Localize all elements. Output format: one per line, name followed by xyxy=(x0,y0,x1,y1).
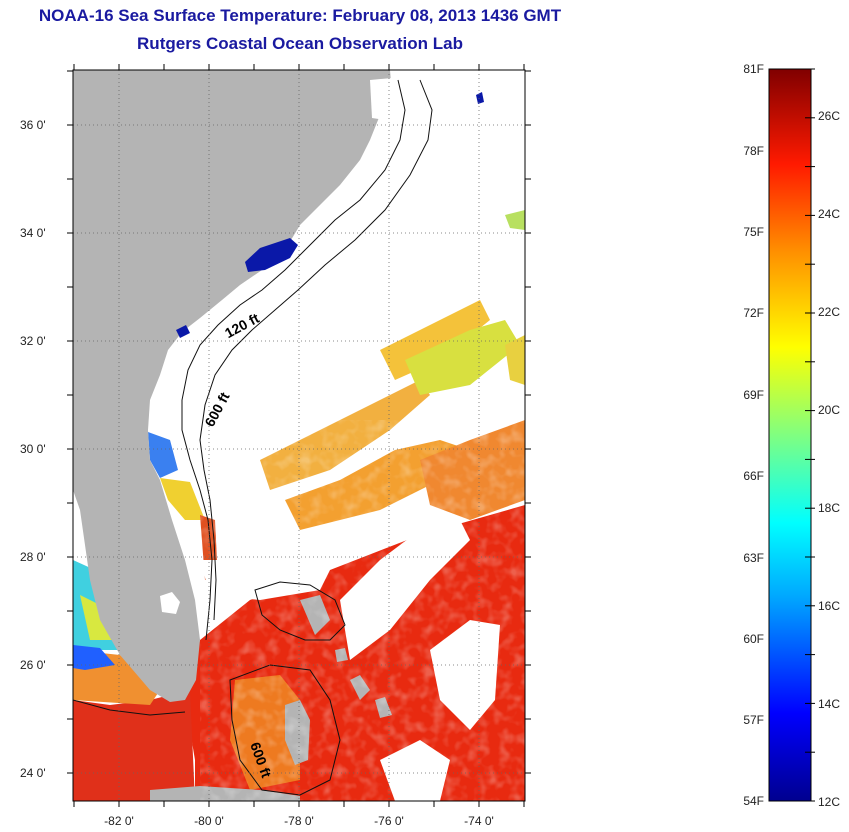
pamlico-sound xyxy=(370,78,395,120)
sst-streak-6 xyxy=(505,335,525,385)
cb-label-72f: 72F xyxy=(743,306,764,320)
lat-label-28: 28 0' xyxy=(20,550,46,564)
lat-label-30: 30 0' xyxy=(20,442,46,456)
colorbar-ticks xyxy=(805,68,815,802)
cb-label-81f: 81F xyxy=(743,62,764,76)
lon-label-74: -74 0' xyxy=(464,814,494,828)
grid-lines xyxy=(73,70,525,801)
cb-label-12c: 12C xyxy=(818,795,841,809)
colorbar xyxy=(768,68,812,802)
bay-blue-sc xyxy=(245,238,298,272)
lon-label-76: -76 0' xyxy=(374,814,404,828)
cb-label-22c: 22C xyxy=(818,305,841,319)
sst-west-florida-yellow xyxy=(80,595,112,640)
lat-label-32: 32 0' xyxy=(20,334,46,348)
cb-label-54f: 54F xyxy=(743,794,764,808)
cb-label-18c: 18C xyxy=(818,501,841,515)
noise-texture xyxy=(200,420,525,801)
bay-blue-nc xyxy=(476,92,484,104)
sst-fl-coast-blue xyxy=(148,432,178,478)
land-us-coast xyxy=(73,70,392,702)
cb-label-14c: 14C xyxy=(818,697,841,711)
cb-label-20c: 20C xyxy=(818,403,841,417)
cb-label-78f: 78F xyxy=(743,144,764,158)
lon-label-80: -80 0' xyxy=(194,814,224,828)
sst-fl-coast-yellow xyxy=(160,478,205,520)
sst-gulf-red xyxy=(73,690,195,801)
isobath-gulf xyxy=(73,699,186,716)
cb-label-24c: 24C xyxy=(818,207,841,221)
lat-label-34: 34 0' xyxy=(20,226,46,240)
cb-label-57f: 57F xyxy=(743,713,764,727)
tick-marks xyxy=(67,64,531,807)
lat-label-24: 24 0' xyxy=(20,766,46,780)
cb-label-75f: 75F xyxy=(743,225,764,239)
map-title: NOAA-16 Sea Surface Temperature: Februar… xyxy=(38,6,562,25)
sst-streak-3 xyxy=(405,320,520,395)
cb-label-69f: 69F xyxy=(743,388,764,402)
map-subtitle: Rutgers Coastal Ocean Observation Lab xyxy=(137,34,463,53)
cb-label-66f: 66F xyxy=(743,469,764,483)
isobath-bahamas xyxy=(254,581,346,641)
sst-streak-7 xyxy=(505,210,525,230)
cb-label-16c: 16C xyxy=(818,599,841,613)
lon-label-78: -78 0' xyxy=(284,814,314,828)
cb-label-63f: 63F xyxy=(743,551,764,565)
lat-label-36: 36 0' xyxy=(20,118,46,132)
isobath-bahamas-2 xyxy=(229,664,341,796)
bay-blue-ga xyxy=(176,325,190,338)
cb-label-26c: 26C xyxy=(818,109,841,123)
lat-label-26: 26 0' xyxy=(20,658,46,672)
lake-okeechobee xyxy=(160,592,180,614)
sst-florida-shelf-blue xyxy=(73,645,115,670)
isobath-120ft xyxy=(181,79,406,641)
isobath-600ft xyxy=(199,79,433,621)
cb-label-60f: 60F xyxy=(743,632,764,646)
lon-label-82: -82 0' xyxy=(104,814,134,828)
